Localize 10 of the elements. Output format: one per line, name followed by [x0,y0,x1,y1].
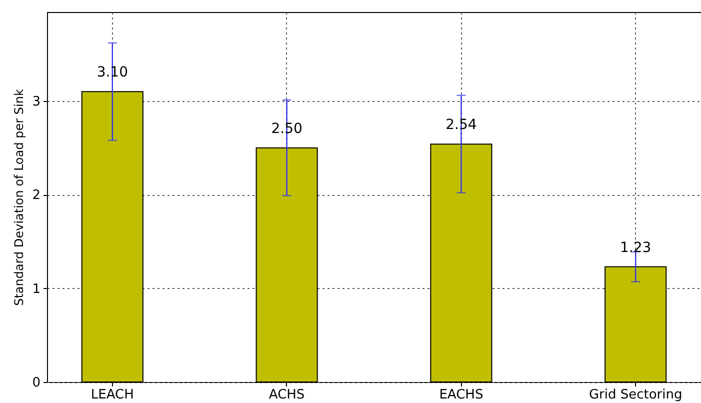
y-tick-label: 1 [32,282,40,297]
y-axis-title: Standard Deviation of Load per Sink [12,89,26,306]
y-tick-label: 3 [32,94,40,110]
x-tick-label: EACHS [439,388,484,402]
x-tick-label: Grid Sectoring [588,388,682,402]
y-tick-label: 0 [32,376,40,390]
x-tick-label: LEACH [90,388,134,402]
data-label: 1.23 [620,240,652,256]
x-tick-label: ACHS [268,388,305,402]
y-tick-label: 2 [32,188,40,204]
